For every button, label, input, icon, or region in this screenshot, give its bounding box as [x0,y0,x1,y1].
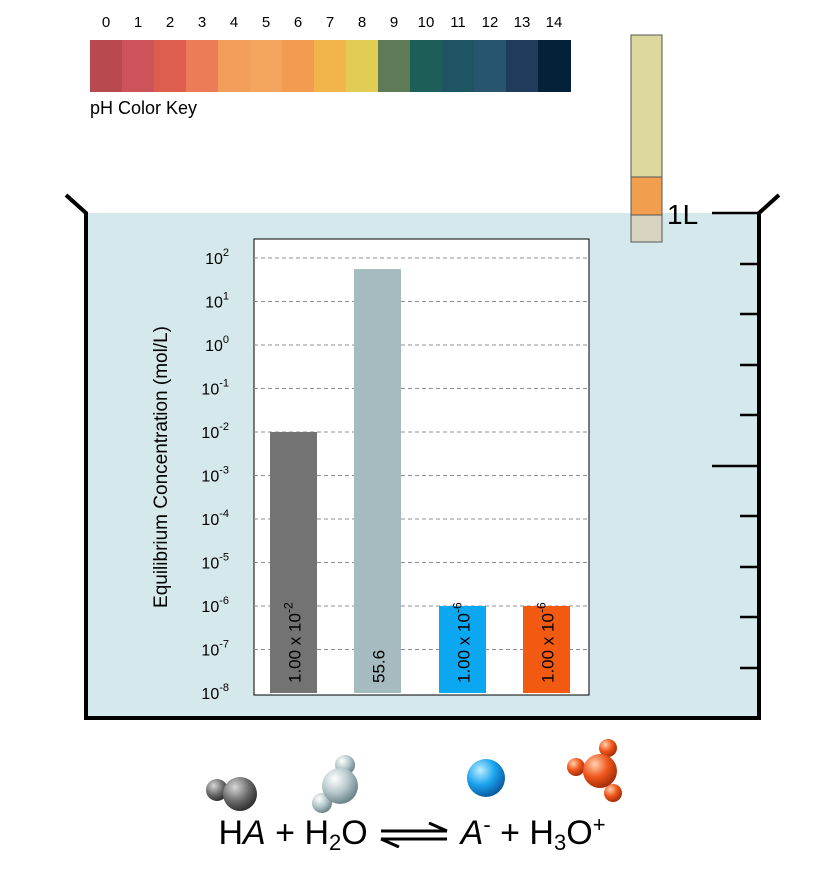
indicator-segment [630,34,663,178]
bar [439,606,486,693]
indicator-segment [630,176,663,216]
ph-key-number: 10 [417,14,435,31]
ph-key-swatch [282,40,315,92]
ph-key-swatch [538,40,571,92]
y-tick-label: 10-1 [201,378,229,399]
beaker-outline [64,193,781,720]
y-tick-label: 10-8 [201,682,229,703]
ph-key-number: 4 [229,14,239,31]
ph-key-swatch [154,40,187,92]
product-hydronium: H3O+ [529,812,606,855]
bar-data-label: 1.00 x 10-2 [282,602,305,683]
ph-key-number: 8 [357,14,367,31]
ph-key-number: 5 [261,14,271,31]
ph-key-swatch [314,40,347,92]
y-tick-labels: 102 101 100 10-1 10-2 10-3 10-4 10-5 10-6 10-7 10-… [201,247,229,703]
bar [270,432,317,693]
ph-color-key-label: pH Color Key [90,98,198,118]
volume-label: 1L [667,199,698,230]
y-tick-label: 102 [205,247,229,268]
ph-key-swatch [186,40,219,92]
ph-key-number: 9 [389,14,399,31]
ha-molecule-icon [206,777,257,811]
bar [523,606,570,693]
y-tick-label: 10-4 [201,508,229,529]
hydronium-molecule-icon [567,739,622,802]
ph-key-number: 14 [545,14,563,31]
y-tick-label: 10-2 [201,421,229,442]
ph-key-number: 7 [325,14,335,31]
ph-key-number: 12 [481,14,499,31]
plus-sign: + [500,814,520,852]
ph-key-swatch [346,40,379,92]
ph-key-swatch [378,40,411,92]
ph-key-swatch [410,40,443,92]
ph-key-swatch [250,40,283,92]
reactant-water: H2O [304,814,368,855]
y-tick-label: 10-5 [201,552,229,573]
beaker-ticks [712,211,759,670]
bar-data-label: 1.00 x 10-6 [535,602,558,683]
indicator-strip [630,34,663,243]
ph-key-number: 11 [450,14,466,31]
ph-key-swatch [122,40,155,92]
y-tick-label: 10-3 [201,465,229,486]
ph-key-number: 2 [165,14,175,31]
bar-data-label: 55.6 [370,650,389,683]
ph-key-number: 13 [513,14,531,31]
ph-key-swatch [90,40,123,92]
plus-sign: + [275,814,296,852]
bar-labels: 1.00 x 10-2 55.6 1.00 x 10-6 1.00 x 10-6 [282,602,558,683]
water-molecule-icon [312,755,358,813]
bar [354,269,401,693]
indicator-segment [630,214,663,243]
equilibrium-arrows-icon [380,822,448,849]
anion-molecule-icon [467,759,505,797]
ph-key-swatch [218,40,251,92]
bar-data-label: 1.00 x 10-6 [451,602,474,683]
reaction-equation: HA + H2O A- + H3O+ [0,812,824,856]
y-tick-label: 101 [205,291,229,312]
y-tick-label: 100 [205,334,229,355]
y-tick-label: 10-7 [201,639,229,660]
ph-key-number: 3 [197,14,207,31]
ph-key-number: 1 [133,14,143,31]
ph-key-swatch [474,40,507,92]
ph-key-swatch [442,40,475,92]
bars [270,269,570,693]
y-axis-label: Equilibrium Concentration (mol/L) [151,326,172,608]
y-tick-label: 10-6 [201,595,229,616]
ph-key-number: 6 [293,14,303,31]
ph-key-number: 0 [101,14,111,31]
ph-key-swatch [506,40,539,92]
product-anion: A- [460,812,491,852]
reactant-ha: HA [218,814,266,852]
